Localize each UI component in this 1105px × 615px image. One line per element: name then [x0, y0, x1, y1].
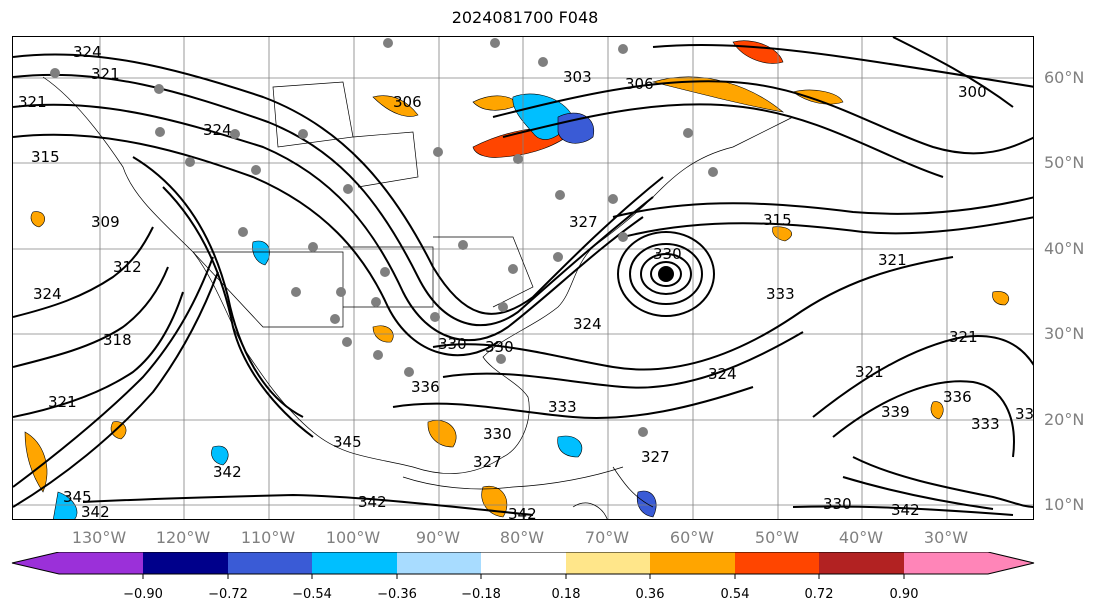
contour-label: 342 — [81, 503, 110, 520]
lon-label-120w: 120°W — [155, 528, 211, 547]
contour-label-layer: 324 321 321 315 324 309 312 324 318 321 … — [18, 43, 1034, 520]
contour-label: 333 — [1015, 405, 1034, 423]
colorbar-outline — [11, 552, 1035, 575]
contour-label: 330 — [823, 495, 852, 513]
contour-label: 342 — [508, 505, 537, 520]
contour-label: 336 — [411, 378, 440, 396]
map-svg: 324 321 321 315 324 309 312 324 318 321 … — [13, 37, 1034, 520]
colorbar-tick-label: 0.54 — [720, 587, 750, 602]
colorbar-tick-label: 0.18 — [551, 587, 581, 602]
colorbar-tick-label: −0.54 — [292, 587, 332, 602]
colorbar-tick-label: −0.36 — [377, 587, 417, 602]
contour-label: 333 — [548, 398, 577, 416]
storm-center-marker — [658, 266, 674, 282]
colorbar-swatch — [12, 552, 143, 574]
colorbar-swatch — [819, 552, 904, 574]
colorbar — [11, 552, 1035, 579]
colorbar-swatch — [397, 552, 481, 574]
contour-label: 324 — [33, 285, 62, 303]
contour-label: 330 — [438, 335, 467, 353]
contour-label: 315 — [763, 211, 792, 229]
lat-label-10n: 10°N — [1044, 495, 1085, 514]
contour-label: 327 — [569, 213, 598, 231]
lon-label-70w: 70°W — [584, 528, 630, 547]
lon-label-110w: 110°W — [240, 528, 296, 547]
map-panel: 324 321 321 315 324 309 312 324 318 321 … — [12, 36, 1034, 520]
graticule — [13, 37, 1033, 519]
contour-label: 300 — [958, 83, 987, 101]
contour-label: 336 — [943, 388, 972, 406]
lon-label-90w: 90°W — [415, 528, 461, 547]
colorbar-swatch — [228, 552, 312, 574]
colorbar-tick-label: 0.36 — [635, 587, 665, 602]
contour-label: 321 — [855, 363, 884, 381]
contour-label: 303 — [563, 68, 592, 86]
contour-label: 306 — [393, 93, 422, 111]
contour-label: 330 — [483, 425, 512, 443]
colorbar-tick-label: 0.90 — [889, 587, 919, 602]
contour-label: 327 — [641, 448, 670, 466]
colorbar-swatch — [904, 552, 1034, 574]
contour-label: 324 — [573, 315, 602, 333]
contour-label: 318 — [103, 331, 132, 349]
contour-label: 342 — [891, 501, 920, 519]
contour-label: 306 — [625, 75, 654, 93]
lat-label-40n: 40°N — [1044, 239, 1085, 258]
lon-label-100w: 100°W — [325, 528, 381, 547]
contour-label: 321 — [949, 328, 978, 346]
station-markers — [50, 38, 718, 437]
lat-label-20n: 20°N — [1044, 410, 1085, 429]
lat-label-60n: 60°N — [1044, 68, 1085, 87]
colorbar-swatch — [481, 552, 566, 574]
colorbar-swatch — [735, 552, 819, 574]
contour-label: 345 — [63, 488, 92, 506]
lon-label-50w: 50°W — [754, 528, 800, 547]
contour-label: 312 — [113, 258, 142, 276]
contour-label: 321 — [18, 93, 47, 111]
contour-label: 339 — [881, 403, 910, 421]
colorbar-swatch — [566, 552, 650, 574]
lon-label-30w: 30°W — [923, 528, 969, 547]
contour-label: 327 — [473, 453, 502, 471]
colorbar-swatch — [143, 552, 228, 574]
contour-label: 330 — [485, 338, 514, 356]
lon-label-130w: 130°W — [71, 528, 127, 547]
contour-label: 324 — [708, 365, 737, 383]
colorbar-tick-label: −0.90 — [123, 587, 163, 602]
contour-label: 324 — [73, 43, 102, 61]
contour-label: 324 — [203, 121, 232, 139]
coastlines — [42, 76, 794, 519]
lon-label-80w: 80°W — [499, 528, 545, 547]
colorbar-swatch — [650, 552, 735, 574]
contour-label: 321 — [48, 393, 77, 411]
contour-label: 333 — [766, 285, 795, 303]
contour-label: 309 — [91, 213, 120, 231]
map-title: 2024081700 F048 — [451, 8, 599, 27]
lon-label-40w: 40°W — [838, 528, 884, 547]
colorbar-tick-label: 0.72 — [804, 587, 834, 602]
lat-label-30n: 30°N — [1044, 324, 1085, 343]
colorbar-swatches — [11, 552, 1035, 575]
colorbar-tick-label: −0.72 — [208, 587, 248, 602]
contour-label: 345 — [333, 433, 362, 451]
colorbar-ticks — [142, 574, 905, 579]
lat-label-50n: 50°N — [1044, 153, 1085, 172]
contour-label: 321 — [91, 65, 120, 83]
contour-label: 342 — [213, 463, 242, 481]
colorbar-tick-label: −0.18 — [461, 587, 501, 602]
shading-patches — [24, 40, 1009, 519]
contour-label: 342 — [358, 493, 387, 511]
contour-label: 333 — [971, 415, 1000, 433]
contour-label: 330 — [653, 245, 682, 263]
contour-label: 315 — [31, 148, 60, 166]
colorbar-swatch — [312, 552, 397, 574]
contours — [13, 37, 1033, 516]
lon-label-60w: 60°W — [669, 528, 715, 547]
contour-label: 321 — [878, 251, 907, 269]
